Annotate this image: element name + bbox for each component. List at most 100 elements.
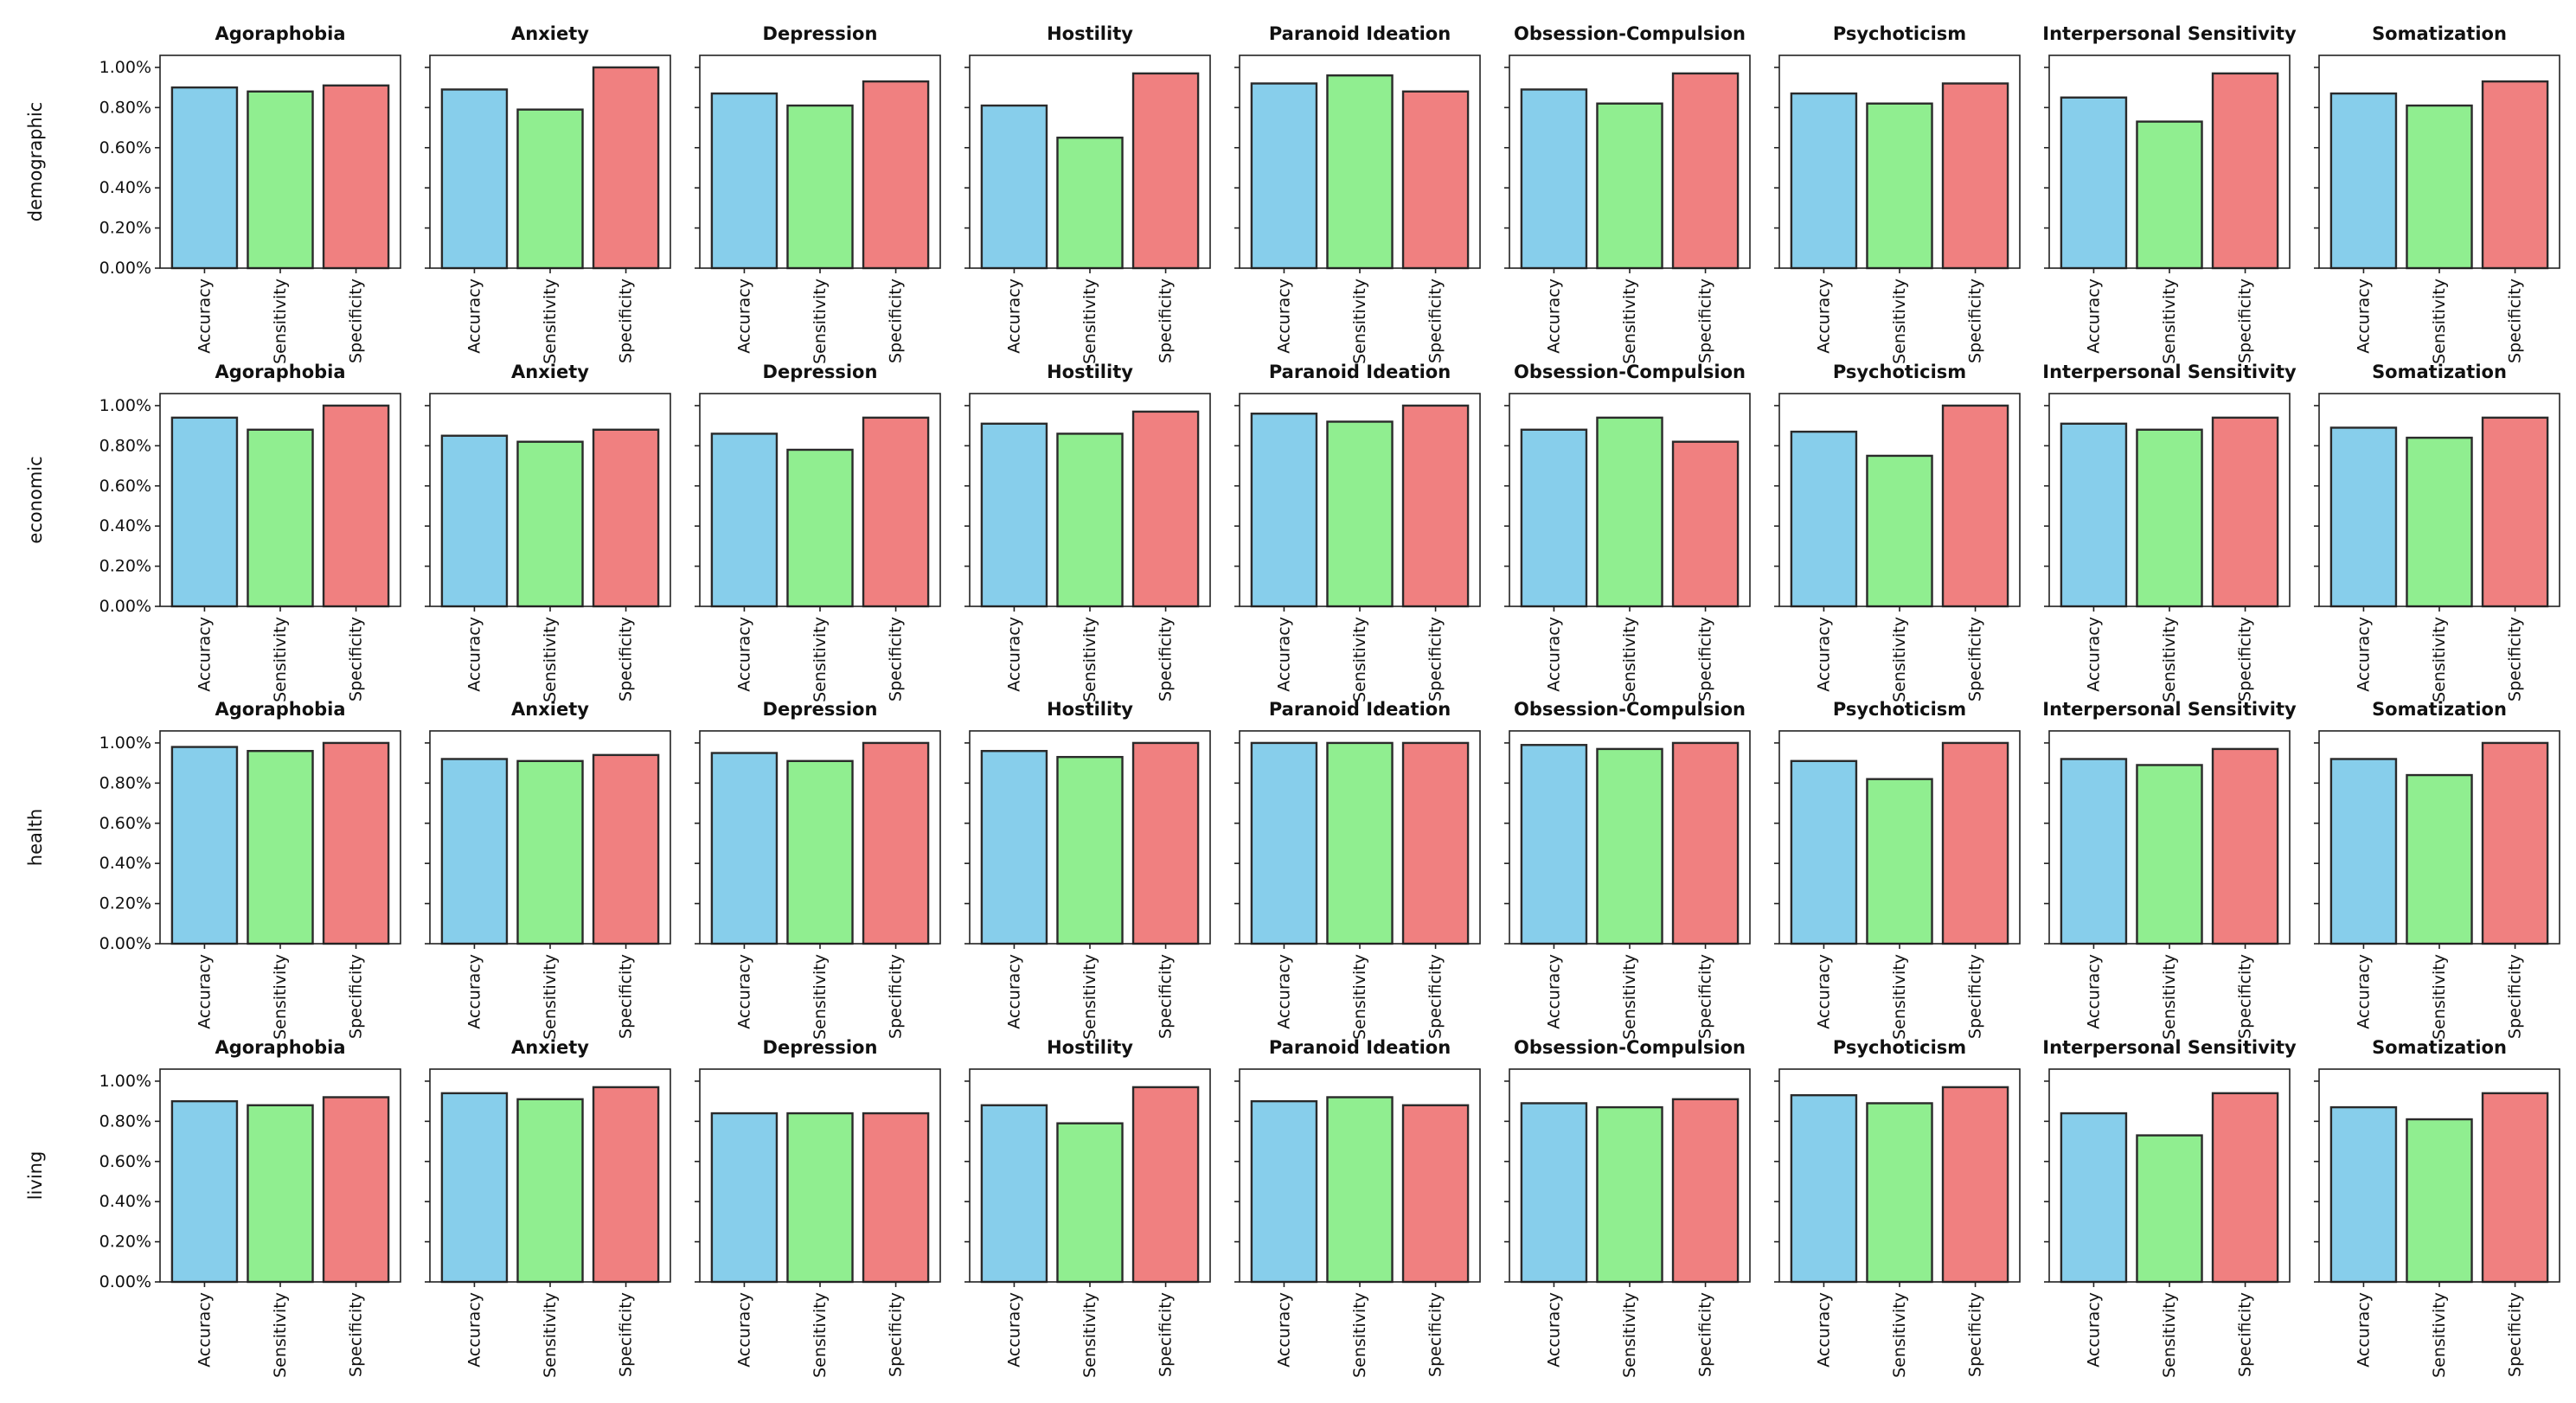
x-tick-label-specificity: Specificity	[2506, 1292, 2525, 1377]
row-health: health Agoraphobia 0.00% 0.20% 0.40% 0.60% 0.8…	[25, 699, 2560, 1040]
bar-sensitivity	[1326, 741, 1394, 945]
y-tick-label: 0.60%	[99, 138, 151, 157]
x-tick-label-sensitivity: Sensitivity	[271, 1292, 290, 1378]
panel-living-somatization: Somatization Accuracy Sensitivity Specifici…	[2314, 1037, 2560, 1378]
x-tick-label-specificity: Specificity	[887, 279, 906, 363]
x-tick-label-specificity: Specificity	[617, 617, 636, 702]
x-tick-label-accuracy: Accuracy	[1274, 954, 1293, 1029]
bar-accuracy	[1520, 428, 1588, 608]
panel-title: Depression	[763, 699, 878, 720]
y-tick-label: 0.00%	[99, 259, 151, 278]
x-tick-label-accuracy: Accuracy	[195, 617, 214, 692]
x-tick-label-specificity: Specificity	[1426, 954, 1445, 1039]
x-tick-label-accuracy: Accuracy	[1814, 279, 1833, 354]
bar-accuracy	[440, 758, 509, 945]
panel-living-hostility: Hostility Accuracy Sensitivity Specificity	[964, 1037, 1211, 1378]
bar-sensitivity	[247, 428, 314, 608]
bar-accuracy	[2329, 1105, 2398, 1284]
y-tick-label: 0.80%	[99, 98, 151, 117]
x-tick-label-sensitivity: Sensitivity	[271, 279, 290, 364]
x-tick-label-specificity: Specificity	[1696, 954, 1715, 1039]
bar-specificity	[1401, 1104, 1470, 1284]
x-tick-label-accuracy: Accuracy	[1544, 617, 1563, 692]
bar-specificity	[1671, 741, 1740, 945]
x-tick-label-sensitivity: Sensitivity	[1080, 617, 1099, 702]
panel-title: Depression	[763, 1037, 878, 1058]
x-tick-label-sensitivity: Sensitivity	[2160, 954, 2179, 1040]
x-tick-label-specificity: Specificity	[1426, 279, 1445, 363]
panel-demographic-depression: Depression Accuracy Sensitivity Specificity	[695, 23, 941, 364]
x-tick-label-specificity: Specificity	[1157, 617, 1176, 702]
bar-sensitivity	[1056, 1122, 1124, 1284]
y-tick-label: 1.00%	[99, 58, 151, 77]
x-tick-label-sensitivity: Sensitivity	[2160, 1292, 2179, 1378]
bar-sensitivity	[1056, 136, 1124, 270]
bar-sensitivity	[2406, 773, 2473, 945]
x-tick-label-accuracy: Accuracy	[465, 617, 484, 692]
x-tick-label-sensitivity: Sensitivity	[1080, 279, 1099, 364]
bar-sensitivity	[2406, 436, 2473, 608]
bar-accuracy	[2329, 426, 2398, 608]
x-tick-label-accuracy: Accuracy	[1544, 279, 1563, 354]
x-tick-label-specificity: Specificity	[617, 279, 636, 363]
bar-accuracy	[980, 422, 1048, 608]
x-tick-label-specificity: Specificity	[887, 617, 906, 702]
panel-title: Depression	[763, 23, 878, 44]
bar-sensitivity	[1866, 1102, 1933, 1284]
panel-living-anxiety: Anxiety Accuracy Sensitivity Specificity	[425, 1037, 671, 1378]
bar-specificity	[592, 428, 660, 608]
bar-specificity	[592, 1086, 660, 1284]
x-tick-label-specificity: Specificity	[1157, 279, 1176, 363]
y-tick-label: 1.00%	[99, 1072, 151, 1091]
bar-accuracy	[710, 752, 779, 945]
bar-specificity	[862, 416, 930, 608]
panel-title: Depression	[763, 362, 878, 382]
panel-demographic-obsession-compulsion: Obsession-Compulsion Accuracy Sensitivity S…	[1504, 23, 1751, 364]
panel-title: Obsession-Compulsion	[1514, 1037, 1746, 1058]
x-tick-label-sensitivity: Sensitivity	[2430, 279, 2449, 364]
bar-specificity	[592, 753, 660, 945]
x-tick-label-specificity: Specificity	[2236, 954, 2255, 1039]
bar-specificity	[2481, 416, 2549, 608]
bar-sensitivity	[1326, 420, 1394, 608]
subplot-grid: demographic Agoraphobia 0.00% 0.20% 0.40% 0.6…	[25, 23, 2560, 1378]
x-tick-label-sensitivity: Sensitivity	[1620, 617, 1639, 702]
bar-specificity	[1941, 1086, 2009, 1284]
x-tick-label-specificity: Specificity	[1157, 1292, 1176, 1377]
y-tick-label: 0.20%	[99, 894, 151, 913]
bar-accuracy	[710, 92, 779, 270]
bar-sensitivity	[1596, 416, 1663, 608]
bar-accuracy	[2060, 422, 2128, 608]
panel-title: Obsession-Compulsion	[1514, 699, 1746, 720]
bar-accuracy	[980, 104, 1048, 270]
panel-health-somatization: Somatization Accuracy Sensitivity Specifici…	[2314, 699, 2560, 1040]
panel-health-obsession-compulsion: Obsession-Compulsion Accuracy Sensitivity S…	[1504, 699, 1751, 1040]
bar-accuracy	[170, 1099, 239, 1284]
y-tick-label: 0.60%	[99, 814, 151, 833]
y-tick-label: 0.20%	[99, 1233, 151, 1252]
x-tick-label-accuracy: Accuracy	[2354, 279, 2373, 354]
x-tick-label-specificity: Specificity	[2236, 279, 2255, 363]
x-tick-label-sensitivity: Sensitivity	[2430, 954, 2449, 1040]
panel-title: Somatization	[2372, 362, 2507, 382]
panel-title: Interpersonal Sensitivity	[2042, 362, 2297, 382]
x-tick-label-sensitivity: Sensitivity	[271, 954, 290, 1040]
bar-specificity	[2481, 741, 2549, 945]
panel-title: Psychoticism	[1833, 699, 1966, 720]
bar-accuracy	[1250, 1099, 1318, 1284]
x-tick-label-accuracy: Accuracy	[734, 617, 753, 692]
x-tick-label-specificity: Specificity	[347, 617, 366, 702]
row-demographic: demographic Agoraphobia 0.00% 0.20% 0.40% 0.6…	[25, 23, 2560, 364]
panel-title: Anxiety	[511, 699, 589, 720]
bar-specificity	[322, 84, 390, 270]
x-tick-label-sensitivity: Sensitivity	[271, 617, 290, 702]
x-tick-label-accuracy: Accuracy	[2354, 617, 2373, 692]
bar-sensitivity	[1866, 454, 1933, 608]
bar-sensitivity	[786, 104, 854, 270]
x-tick-label-accuracy: Accuracy	[465, 279, 484, 354]
bar-sensitivity	[786, 1112, 854, 1284]
bar-sensitivity	[2136, 120, 2203, 270]
x-tick-label-specificity: Specificity	[1157, 954, 1176, 1039]
bar-accuracy	[1250, 82, 1318, 270]
x-tick-label-specificity: Specificity	[1426, 617, 1445, 702]
